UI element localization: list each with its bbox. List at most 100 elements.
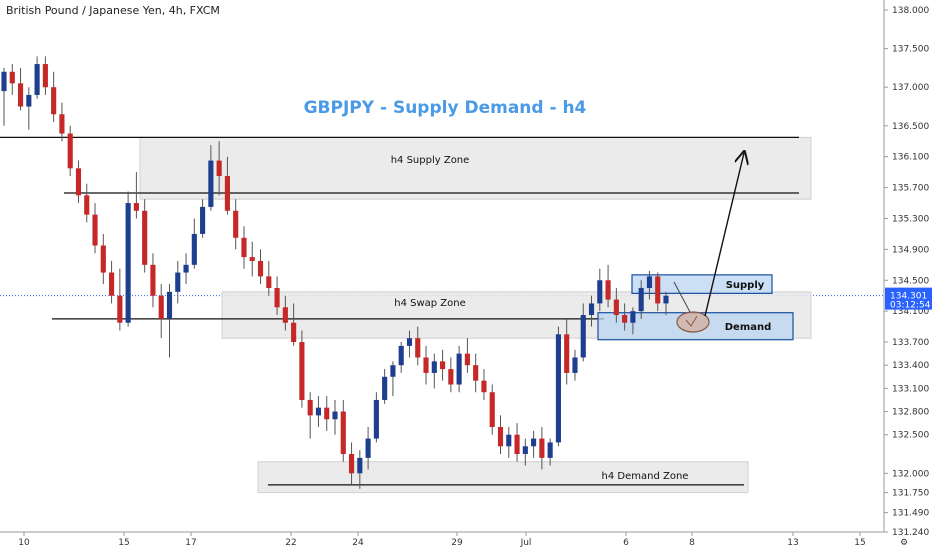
candle-body-53 xyxy=(431,361,437,373)
candle-body-65 xyxy=(531,438,537,447)
candle-body-31 xyxy=(249,257,255,261)
candle-body-79 xyxy=(646,276,653,288)
price-tick-label-2: 137.500 xyxy=(892,45,929,55)
candle-body-11 xyxy=(84,195,90,215)
candle-body-74 xyxy=(605,280,611,300)
candle-body-40 xyxy=(324,407,330,420)
candle-body-57 xyxy=(464,353,470,366)
candle-body-75 xyxy=(613,299,619,316)
box-supply xyxy=(631,274,773,294)
candle-body-60 xyxy=(489,392,495,427)
candle-body-48 xyxy=(390,365,396,377)
candle-body-63 xyxy=(514,434,520,455)
candles xyxy=(1,56,669,489)
price-tick-label-16: 132.000 xyxy=(892,469,929,479)
countdown-value: 03:12:54 xyxy=(890,301,931,311)
candle-body-51 xyxy=(415,338,421,358)
candle-body-29 xyxy=(233,210,239,238)
candle-body-17 xyxy=(133,203,139,211)
price-tick-label-8: 134.900 xyxy=(892,245,929,255)
candle-body-39 xyxy=(315,407,322,416)
candle-body-78 xyxy=(638,287,644,312)
time-tick-label-10: 13 xyxy=(787,538,798,548)
candle-body-34 xyxy=(274,287,280,308)
candle-body-47 xyxy=(382,376,388,400)
chart-title: GBPJPY - Supply Demand - h4 xyxy=(304,98,587,118)
candle-body-27 xyxy=(216,160,222,177)
candle-body-61 xyxy=(497,426,504,447)
candle-body-68 xyxy=(555,334,561,443)
box-label-demand: Demand xyxy=(725,322,772,333)
candle-body-70 xyxy=(572,357,578,373)
price-tick-label-4: 136.500 xyxy=(892,122,929,132)
candle-body-5 xyxy=(34,64,40,95)
candle-body-54 xyxy=(440,361,446,370)
candle-body-73 xyxy=(597,280,603,304)
target-arrow xyxy=(704,153,744,317)
price-tick-label-5: 136.100 xyxy=(892,153,929,163)
price-tick-label-6: 135.700 xyxy=(892,184,929,194)
price-tick-label-10: 134.100 xyxy=(892,307,929,317)
price-tick-label-11: 133.700 xyxy=(892,338,929,348)
candle-body-37 xyxy=(299,342,305,400)
candle-body-12 xyxy=(92,214,98,246)
price-tick-label-15: 132.500 xyxy=(892,431,929,441)
candle-body-35 xyxy=(282,307,288,323)
candle-body-81 xyxy=(663,295,669,304)
candle-body-9 xyxy=(67,133,73,169)
box-label-supply: Supply xyxy=(726,280,765,291)
price-tick-label-9: 134.500 xyxy=(892,276,929,286)
current-price-value: 134.301 xyxy=(890,292,927,302)
time-tick-label-2: 15 xyxy=(118,538,129,548)
annotations: GBPJPY - Supply Demand - h4 xyxy=(304,98,744,333)
candle-body-19 xyxy=(150,264,156,296)
price-tick-label-14: 132.800 xyxy=(892,408,929,418)
candle-body-8 xyxy=(59,114,65,134)
candle-body-76 xyxy=(622,315,628,323)
candle-body-13 xyxy=(100,245,106,273)
current-price-badge xyxy=(885,287,932,310)
time-tick-label-4: 22 xyxy=(285,538,296,548)
checkmark-icon xyxy=(685,315,698,327)
candle-body-56 xyxy=(456,353,462,385)
candle-body-58 xyxy=(473,365,479,381)
price-tick-label-17: 131.750 xyxy=(892,489,929,499)
candle-body-72 xyxy=(588,303,595,316)
candle-body-41 xyxy=(332,411,338,420)
time-tick-label-6: 29 xyxy=(451,538,463,548)
zone-label-2: h4 Swap Zone xyxy=(394,298,466,309)
candle-body-64 xyxy=(522,446,528,455)
candle-body-10 xyxy=(75,168,82,196)
candle-body-46 xyxy=(373,399,379,439)
time-tick-label-1: 10 xyxy=(18,538,30,548)
time-tick-label-8: 6 xyxy=(623,538,629,548)
candle-body-49 xyxy=(398,345,404,366)
candle-body-69 xyxy=(564,334,570,373)
candle-body-16 xyxy=(125,203,131,323)
zone-label-1: h4 Supply Zone xyxy=(391,155,470,166)
candle-body-42 xyxy=(340,411,346,455)
candle-body-14 xyxy=(109,272,115,296)
candle-body-36 xyxy=(291,322,297,343)
candle-body-62 xyxy=(506,434,512,447)
zone-rect-1 xyxy=(139,136,812,200)
candle-body-50 xyxy=(406,338,413,346)
candle-body-55 xyxy=(448,369,454,385)
candle-body-80 xyxy=(655,276,661,304)
candle-body-4 xyxy=(26,94,32,107)
candle-body-25 xyxy=(200,206,206,234)
candle-body-22 xyxy=(175,272,181,292)
settings-icon: ⚙ xyxy=(900,538,908,548)
symbol-legend: British Pound / Japanese Yen, 4h, FXCM xyxy=(6,4,220,17)
candle-body-38 xyxy=(307,399,313,416)
candle-body-2 xyxy=(9,71,15,84)
candle-body-23 xyxy=(183,264,189,273)
candle-body-26 xyxy=(208,160,214,207)
time-tick-label-9: 8 xyxy=(689,538,695,548)
price-tick-label-18: 131.490 xyxy=(892,509,929,519)
candle-body-1 xyxy=(1,71,7,92)
candle-body-15 xyxy=(117,295,123,323)
candle-body-6 xyxy=(42,64,48,88)
candle-body-28 xyxy=(224,176,230,211)
